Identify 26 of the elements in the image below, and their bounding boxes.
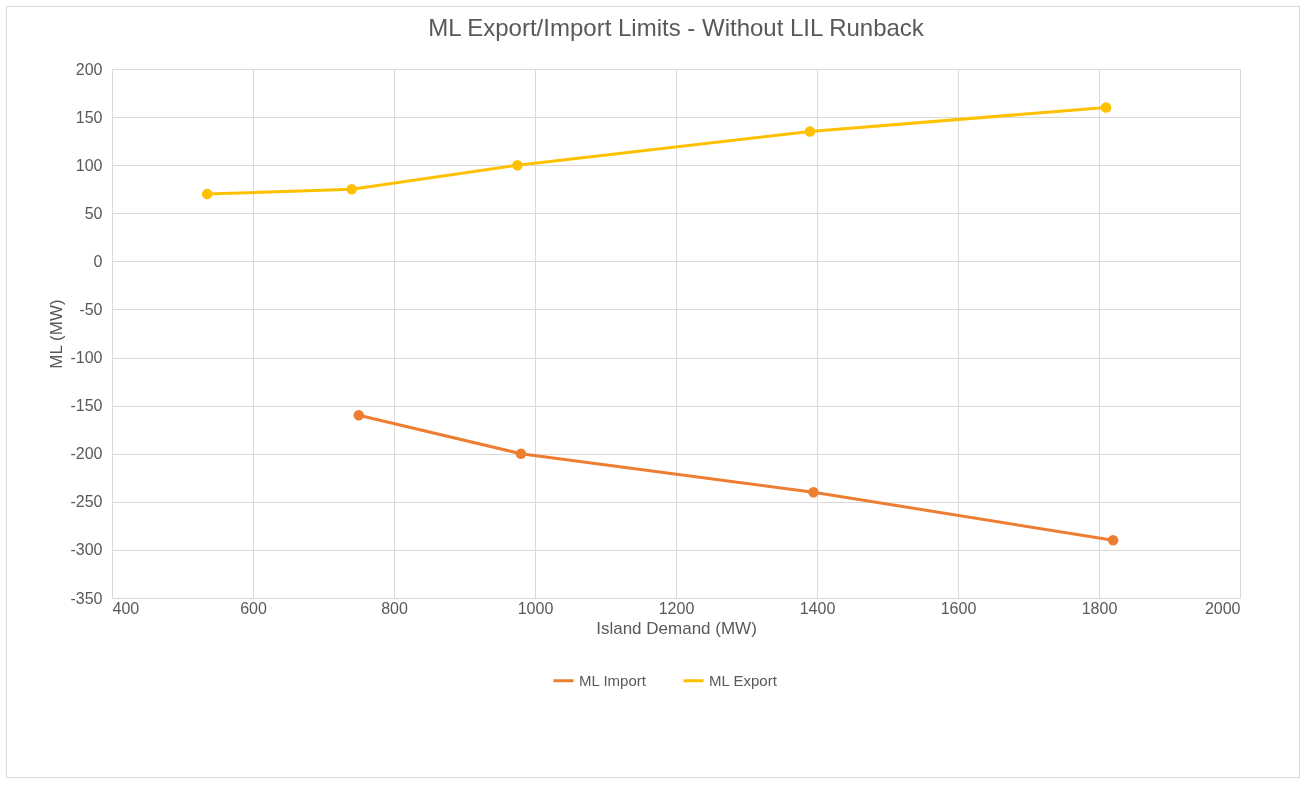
x-tick-label: 1200: [658, 599, 695, 617]
legend-label: ML Export: [709, 671, 778, 689]
x-tick-label: 1600: [940, 599, 977, 617]
x-axis-title: Island Demand (MW): [596, 618, 757, 638]
y-tick-label: 0: [93, 252, 103, 270]
y-tick-label: -150: [70, 397, 103, 415]
y-tick-label: -100: [70, 349, 103, 367]
y-tick-label: -350: [70, 589, 103, 607]
y-axis-title: ML (MW): [47, 299, 67, 369]
x-tick-label: 600: [240, 599, 267, 617]
y-tick-label: -50: [79, 300, 103, 318]
chart-title: ML Export/Import Limits - Without LIL Runback: [428, 14, 925, 41]
y-tick-label: 150: [75, 108, 103, 126]
x-tick-label: 2000: [1204, 599, 1241, 617]
y-tick-label: -300: [70, 541, 103, 559]
legend-label: ML Import: [579, 671, 647, 689]
x-tick-label: 1800: [1081, 599, 1118, 617]
x-tick-label: 1000: [517, 599, 554, 617]
x-tick-label: 800: [381, 599, 408, 617]
y-tick-label: 100: [75, 156, 103, 174]
y-tick-label: -200: [70, 445, 103, 463]
x-tick-label: 1400: [799, 599, 836, 617]
y-tick-label: 50: [84, 204, 103, 222]
x-tick-label: 400: [112, 599, 140, 617]
y-tick-label: 200: [75, 60, 103, 78]
y-tick-label: -250: [70, 493, 103, 511]
